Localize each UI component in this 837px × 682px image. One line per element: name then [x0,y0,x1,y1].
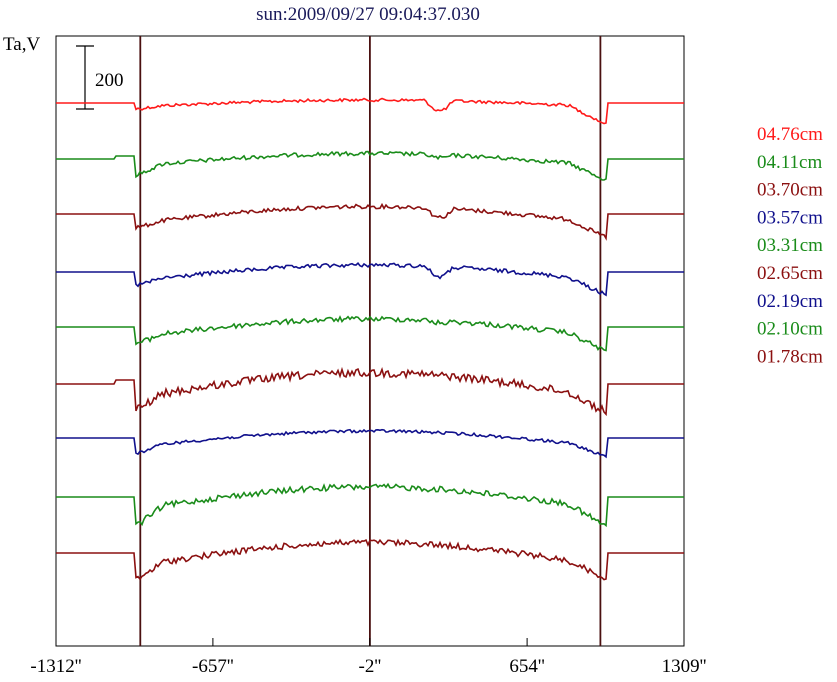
legend-entry-02.10cm: 02.10cm [757,319,823,340]
series-line-03.31cm [56,315,684,352]
series-line-01.78cm [56,538,684,581]
legend-entry-04.11cm: 04.11cm [757,152,822,173]
scale-bar-label: 200 [95,70,124,91]
legend-entry-01.78cm: 01.78cm [757,346,823,367]
series-line-02.10cm [56,482,684,528]
legend-entry-03.70cm: 03.70cm [757,180,823,201]
series-line-02.19cm [56,428,684,459]
x-tick-label-1: -657'' [192,656,234,677]
x-tick-label-2: -2'' [359,656,382,677]
limb-lines [139,36,602,646]
chart-title: sun:2009/09/27 09:04:37.030 [256,4,480,25]
legend: 04.76cm 04.11cm 03.70cm 03.57cm 03.31cm 02.65… [757,124,823,367]
legend-entry-02.65cm: 02.65cm [757,263,823,284]
series-group [56,97,684,581]
legend-entry-02.19cm: 02.19cm [757,291,823,312]
legend-entry-03.57cm: 03.57cm [757,207,823,228]
scale-bar: 200 [76,45,124,110]
legend-entry-04.76cm: 04.76cm [757,124,823,145]
series-line-02.65cm [56,366,684,417]
legend-entry-03.31cm: 03.31cm [757,235,823,256]
series-line-04.11cm [56,150,684,181]
series-line-03.57cm [56,262,684,297]
y-axis-label: Ta,V [3,34,40,55]
series-line-04.76cm [56,97,684,125]
series-line-03.70cm [56,202,684,241]
x-ticks: -1312'' -657'' -2'' 654'' 1309'' [30,638,706,677]
x-tick-label-3: 654'' [509,656,544,677]
x-tick-label-0: -1312'' [30,656,81,677]
x-tick-label-4: 1309'' [662,656,707,677]
